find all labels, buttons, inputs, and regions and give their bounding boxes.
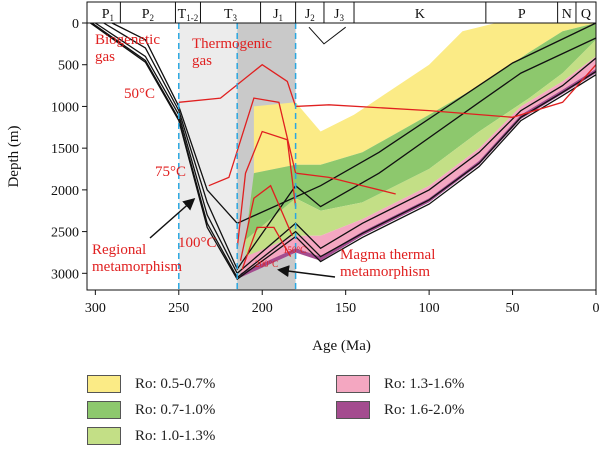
y-tick-label: 500: [58, 59, 79, 74]
isotherm-lines: [178, 63, 597, 270]
legend-label: Ro: 0.7-1.0%: [135, 401, 216, 418]
j2-notch: [308, 26, 346, 45]
y-tick-label: 0: [72, 17, 79, 32]
y-tick-label: 1000: [51, 100, 79, 115]
biogenetic-gas-label: Biogenetic gas: [95, 32, 160, 65]
arrows: [149, 198, 336, 278]
isotherm-4: [241, 226, 292, 270]
x-tick-label: 300: [85, 301, 106, 316]
thermogenic-gas-label: Thermogenic gas: [192, 36, 272, 69]
legend-item-ro-0.7-1.0: Ro: 0.7-1.0%: [87, 401, 215, 419]
period-label-7: K: [415, 7, 425, 22]
y-axis-label: Depth (m): [6, 125, 22, 187]
legend-swatch: [336, 375, 370, 393]
period-label-10: Q: [581, 7, 591, 22]
legend-swatch: [87, 375, 121, 393]
dashed-boundaries: [178, 23, 297, 290]
isotherm-200-label: 200°C: [255, 259, 279, 269]
y-tick-label: 1500: [51, 142, 79, 157]
period-label-4: J1: [273, 7, 283, 23]
ro-band-1: [245, 23, 596, 240]
x-tick-label: 150: [335, 301, 356, 316]
period-label-8: P: [518, 7, 526, 22]
legend-swatch: [336, 401, 370, 419]
isotherm-0: [178, 63, 597, 118]
legend-item-ro-1.6-2.0: Ro: 1.6-2.0%: [336, 401, 464, 419]
isotherm-2: [236, 130, 297, 249]
x-tick-label: 200: [252, 301, 273, 316]
isotherm-3: [239, 184, 293, 261]
period-label-5: J2: [305, 7, 315, 23]
isotherm-100-label: 100°C: [178, 235, 217, 251]
burial-curve-4: [89, 22, 597, 281]
x-axis-label: Age (Ma): [312, 338, 371, 354]
magma-arrow: [277, 265, 336, 278]
isotherm-75-label: 75°C: [155, 164, 187, 180]
regional-metamorphism-label: Regional metamorphism: [92, 242, 182, 275]
legend-label: Ro: 1.0-1.3%: [135, 427, 216, 444]
legend-item-ro-1.0-1.3: Ro: 1.0-1.3%: [87, 427, 215, 445]
isotherm-1: [208, 97, 396, 195]
isotherm-50-label: 50°C: [124, 86, 156, 102]
burial-history-chart: P1 P2 T1-2 T3 J1 J2 J3 K P N Q 0500100015002000250…: [6, 1, 600, 354]
legend-label: Ro: 1.3-1.6%: [384, 375, 465, 392]
x-tick-label: 50: [506, 301, 520, 316]
regional-arrow: [149, 198, 196, 239]
x-tick-label: 250: [168, 301, 189, 316]
x-tick-label: 100: [419, 301, 440, 316]
period-label-6: J3: [334, 7, 344, 23]
legend-swatch: [87, 401, 121, 419]
ro-band-0: [253, 23, 596, 174]
y-tick-label: 2500: [51, 226, 79, 241]
legend-item-ro-0.5-0.7: Ro: 0.5-0.7%: [87, 375, 215, 393]
legend-label: Ro: 0.5-0.7%: [135, 375, 216, 392]
x-tick-label: 0: [593, 301, 600, 316]
legend-swatch: [87, 427, 121, 445]
ro-band-2: [245, 39, 596, 257]
legend-item-ro-1.3-1.6: Ro: 1.3-1.6%: [336, 375, 464, 393]
magma-metamorphism-label: Magma thermal metamorphism: [340, 247, 436, 280]
plot-frame: [86, 22, 597, 291]
period-label-9: N: [562, 7, 572, 22]
y-tick-label: 2000: [51, 184, 79, 199]
isotherm-150-label: 150°C: [283, 245, 307, 255]
period-bar: P1 P2 T1-2 T3 J1 J2 J3 K P N Q: [86, 1, 597, 24]
y-tick-label: 3000: [51, 267, 79, 282]
legend-label: Ro: 1.6-2.0%: [384, 401, 465, 418]
legend: Ro: 0.5-0.7% Ro: 0.7-1.0% Ro: 1.0-1.3% R…: [0, 368, 600, 450]
